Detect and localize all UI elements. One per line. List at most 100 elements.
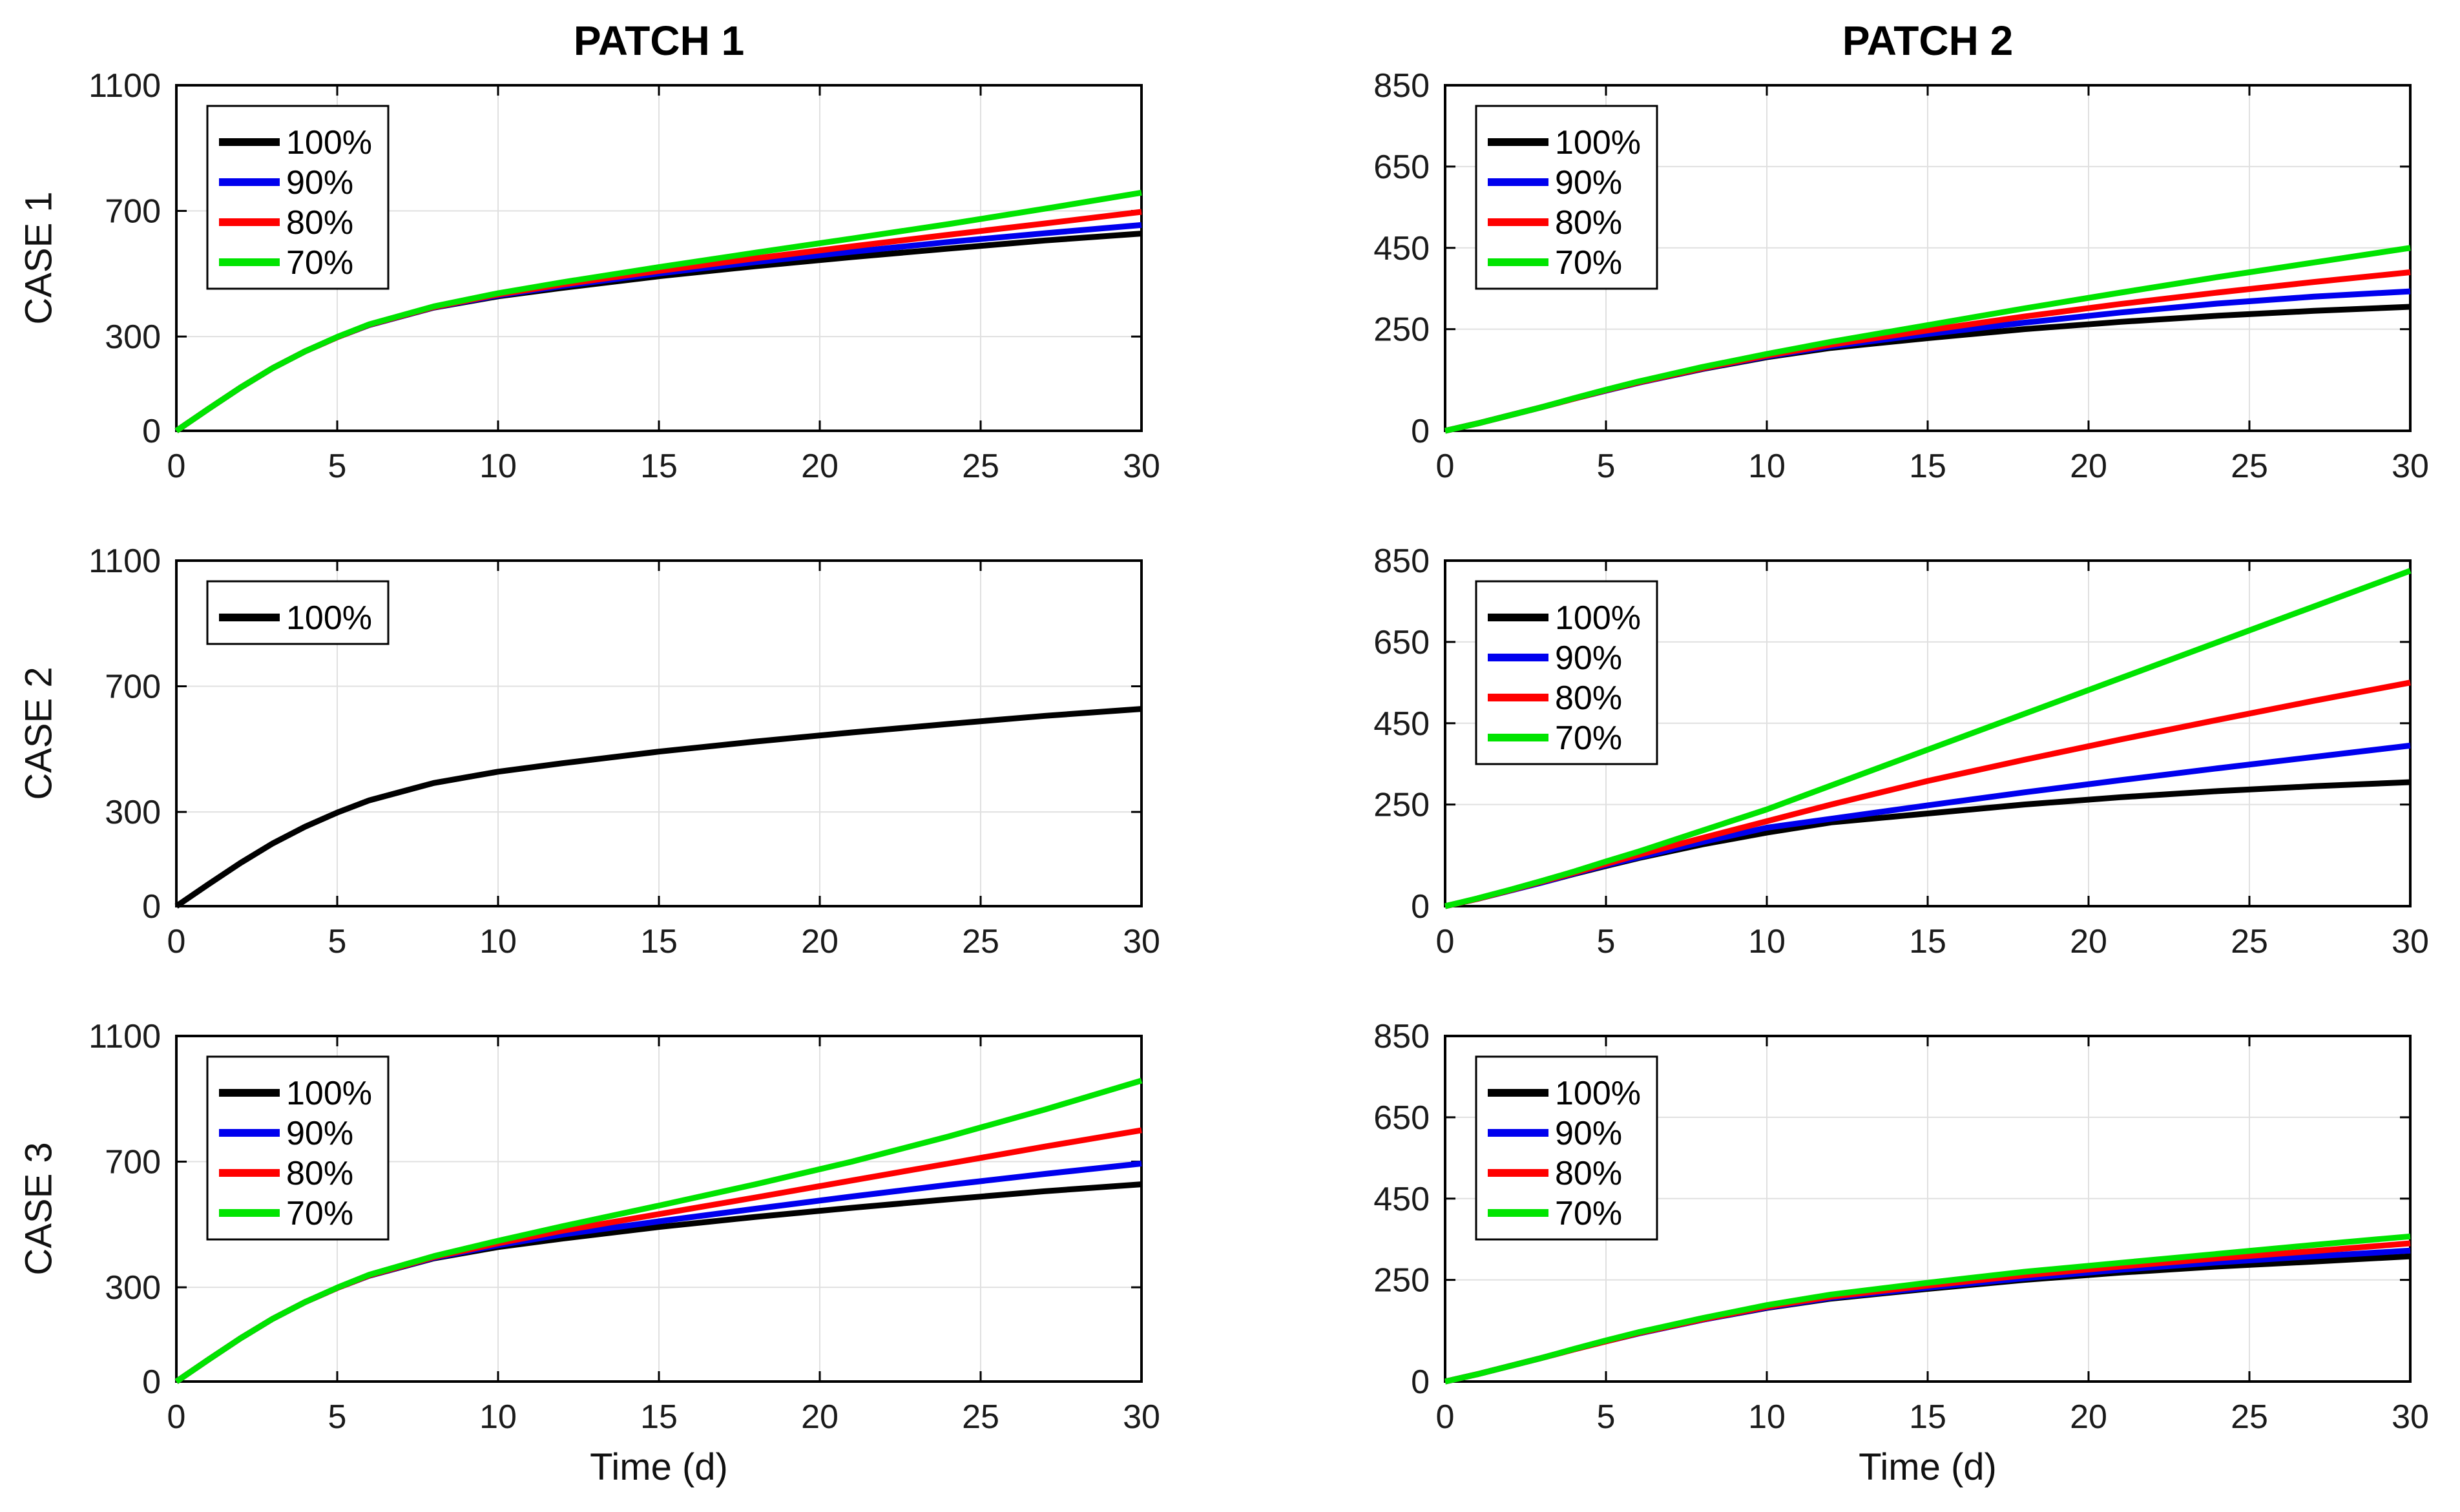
- x-tick-label: 20: [801, 448, 839, 485]
- legend-label: 90%: [1555, 164, 1622, 202]
- legend-box: [206, 580, 390, 645]
- x-tick-label: 10: [1748, 923, 1786, 960]
- x-tick-label: 5: [328, 923, 347, 960]
- legend-label: 80%: [1555, 204, 1622, 242]
- x-tick-label: 0: [167, 1398, 186, 1436]
- y-tick-label: 650: [1373, 1099, 1430, 1137]
- legend-label: 100%: [1555, 124, 1641, 161]
- legend-label: 100%: [286, 599, 372, 637]
- x-tick-label: 25: [962, 448, 999, 485]
- x-tick-label: 15: [640, 448, 678, 485]
- legend: 100%90%80%70%: [206, 1055, 390, 1241]
- x-tick-label: 20: [801, 923, 839, 960]
- x-tick-label: 30: [2392, 448, 2429, 485]
- row-label-case2: CASE 2: [0, 561, 78, 906]
- x-tick-label: 10: [479, 923, 517, 960]
- x-tick-label: 30: [1123, 1398, 1160, 1436]
- y-tick-label: 1100: [89, 67, 161, 105]
- y-tick-label: 0: [142, 413, 161, 450]
- x-axis-label-right: Time (d): [1859, 1446, 1997, 1488]
- legend-label: 80%: [1555, 1155, 1622, 1192]
- legend-box: [1475, 580, 1658, 765]
- x-tick-label: 15: [1909, 1398, 1946, 1436]
- x-tick-label: 20: [2070, 923, 2107, 960]
- y-tick-label: 300: [105, 1269, 161, 1307]
- y-tick-label: 0: [142, 1363, 161, 1401]
- y-tick-label: 250: [1373, 311, 1430, 349]
- legend-box: [1475, 1055, 1658, 1241]
- column-title-patch2: PATCH 2: [1842, 17, 2014, 64]
- subplot-row2-col2: 0 5 10 15 20 25 30 0 250 450 650 850 100%90%80%70%: [1373, 543, 2429, 960]
- row-label-case3-text: CASE 3: [17, 1142, 60, 1276]
- x-tick-label: 25: [2231, 448, 2268, 485]
- x-tick-label: 0: [1436, 1398, 1455, 1436]
- x-tick-label: 20: [801, 1398, 839, 1436]
- legend-label: 100%: [286, 124, 372, 161]
- y-tick-label: 700: [105, 1144, 161, 1181]
- y-tick-label: 450: [1373, 705, 1430, 743]
- legend-label: 90%: [1555, 1115, 1622, 1152]
- y-tick-label: 650: [1373, 149, 1430, 186]
- legend-box: [206, 105, 390, 290]
- legend: 100%90%80%70%: [1475, 1055, 1658, 1241]
- legend-label: 70%: [1555, 244, 1622, 282]
- x-axis-label-left: Time (d): [590, 1446, 728, 1488]
- legend: 100%90%80%70%: [206, 105, 390, 290]
- x-tick-label: 5: [328, 1398, 347, 1436]
- legend-label: 90%: [1555, 639, 1622, 677]
- y-tick-label: 700: [105, 193, 161, 231]
- legend-label: 70%: [1555, 720, 1622, 757]
- x-tick-label: 5: [1597, 448, 1616, 485]
- legend: 100%90%80%70%: [1475, 580, 1658, 765]
- x-tick-label: 10: [479, 448, 517, 485]
- x-tick-label: 30: [1123, 448, 1160, 485]
- x-tick-label: 5: [1597, 1398, 1616, 1436]
- y-tick-label: 0: [142, 888, 161, 926]
- y-tick-label: 250: [1373, 1262, 1430, 1300]
- y-tick-label: 850: [1373, 543, 1430, 580]
- legend-label: 70%: [1555, 1195, 1622, 1232]
- x-tick-label: 10: [479, 1398, 517, 1436]
- legend: 100%: [206, 580, 390, 645]
- y-tick-label: 450: [1373, 1181, 1430, 1218]
- legend: 100%90%80%70%: [1475, 105, 1658, 290]
- row-label-case1-text: CASE 1: [17, 191, 60, 325]
- y-tick-label: 850: [1373, 67, 1430, 105]
- series-line-100pct: [174, 706, 1142, 909]
- x-tick-label: 5: [1597, 923, 1616, 960]
- y-tick-label: 0: [1411, 888, 1430, 926]
- legend-label: 90%: [286, 1115, 353, 1152]
- y-tick-label: 300: [105, 318, 161, 356]
- series-line-70pct: [1444, 245, 2411, 434]
- legend-label: 70%: [286, 244, 353, 282]
- legend-label: 80%: [1555, 679, 1622, 717]
- y-tick-label: 0: [1411, 413, 1430, 450]
- x-tick-label: 0: [167, 448, 186, 485]
- y-tick-label: 250: [1373, 787, 1430, 824]
- series-line-70pct: [1444, 568, 2412, 909]
- x-tick-label: 25: [2231, 923, 2268, 960]
- legend-label: 80%: [286, 204, 353, 242]
- row-label-case3: CASE 3: [0, 1036, 78, 1382]
- series-line-70pct: [174, 189, 1142, 433]
- x-tick-label: 30: [2392, 1398, 2429, 1436]
- x-tick-label: 30: [1123, 923, 1160, 960]
- y-tick-label: 700: [105, 668, 161, 706]
- x-tick-label: 20: [2070, 1398, 2107, 1436]
- x-tick-label: 15: [1909, 448, 1946, 485]
- legend-label: 70%: [286, 1195, 353, 1232]
- legend-label: 90%: [286, 164, 353, 202]
- x-tick-label: 0: [1436, 923, 1455, 960]
- legend-label: 100%: [1555, 599, 1641, 637]
- x-tick-label: 15: [640, 1398, 678, 1436]
- subplot-row3-col2: 0 5 10 15 20 25 30 0 250 450 650 850 100%90%80%70%: [1373, 1018, 2429, 1436]
- series-line-70pct: [174, 1077, 1143, 1384]
- x-tick-label: 0: [167, 923, 186, 960]
- x-tick-label: 25: [2231, 1398, 2268, 1436]
- x-tick-label: 20: [2070, 448, 2107, 485]
- y-tick-label: 650: [1373, 624, 1430, 661]
